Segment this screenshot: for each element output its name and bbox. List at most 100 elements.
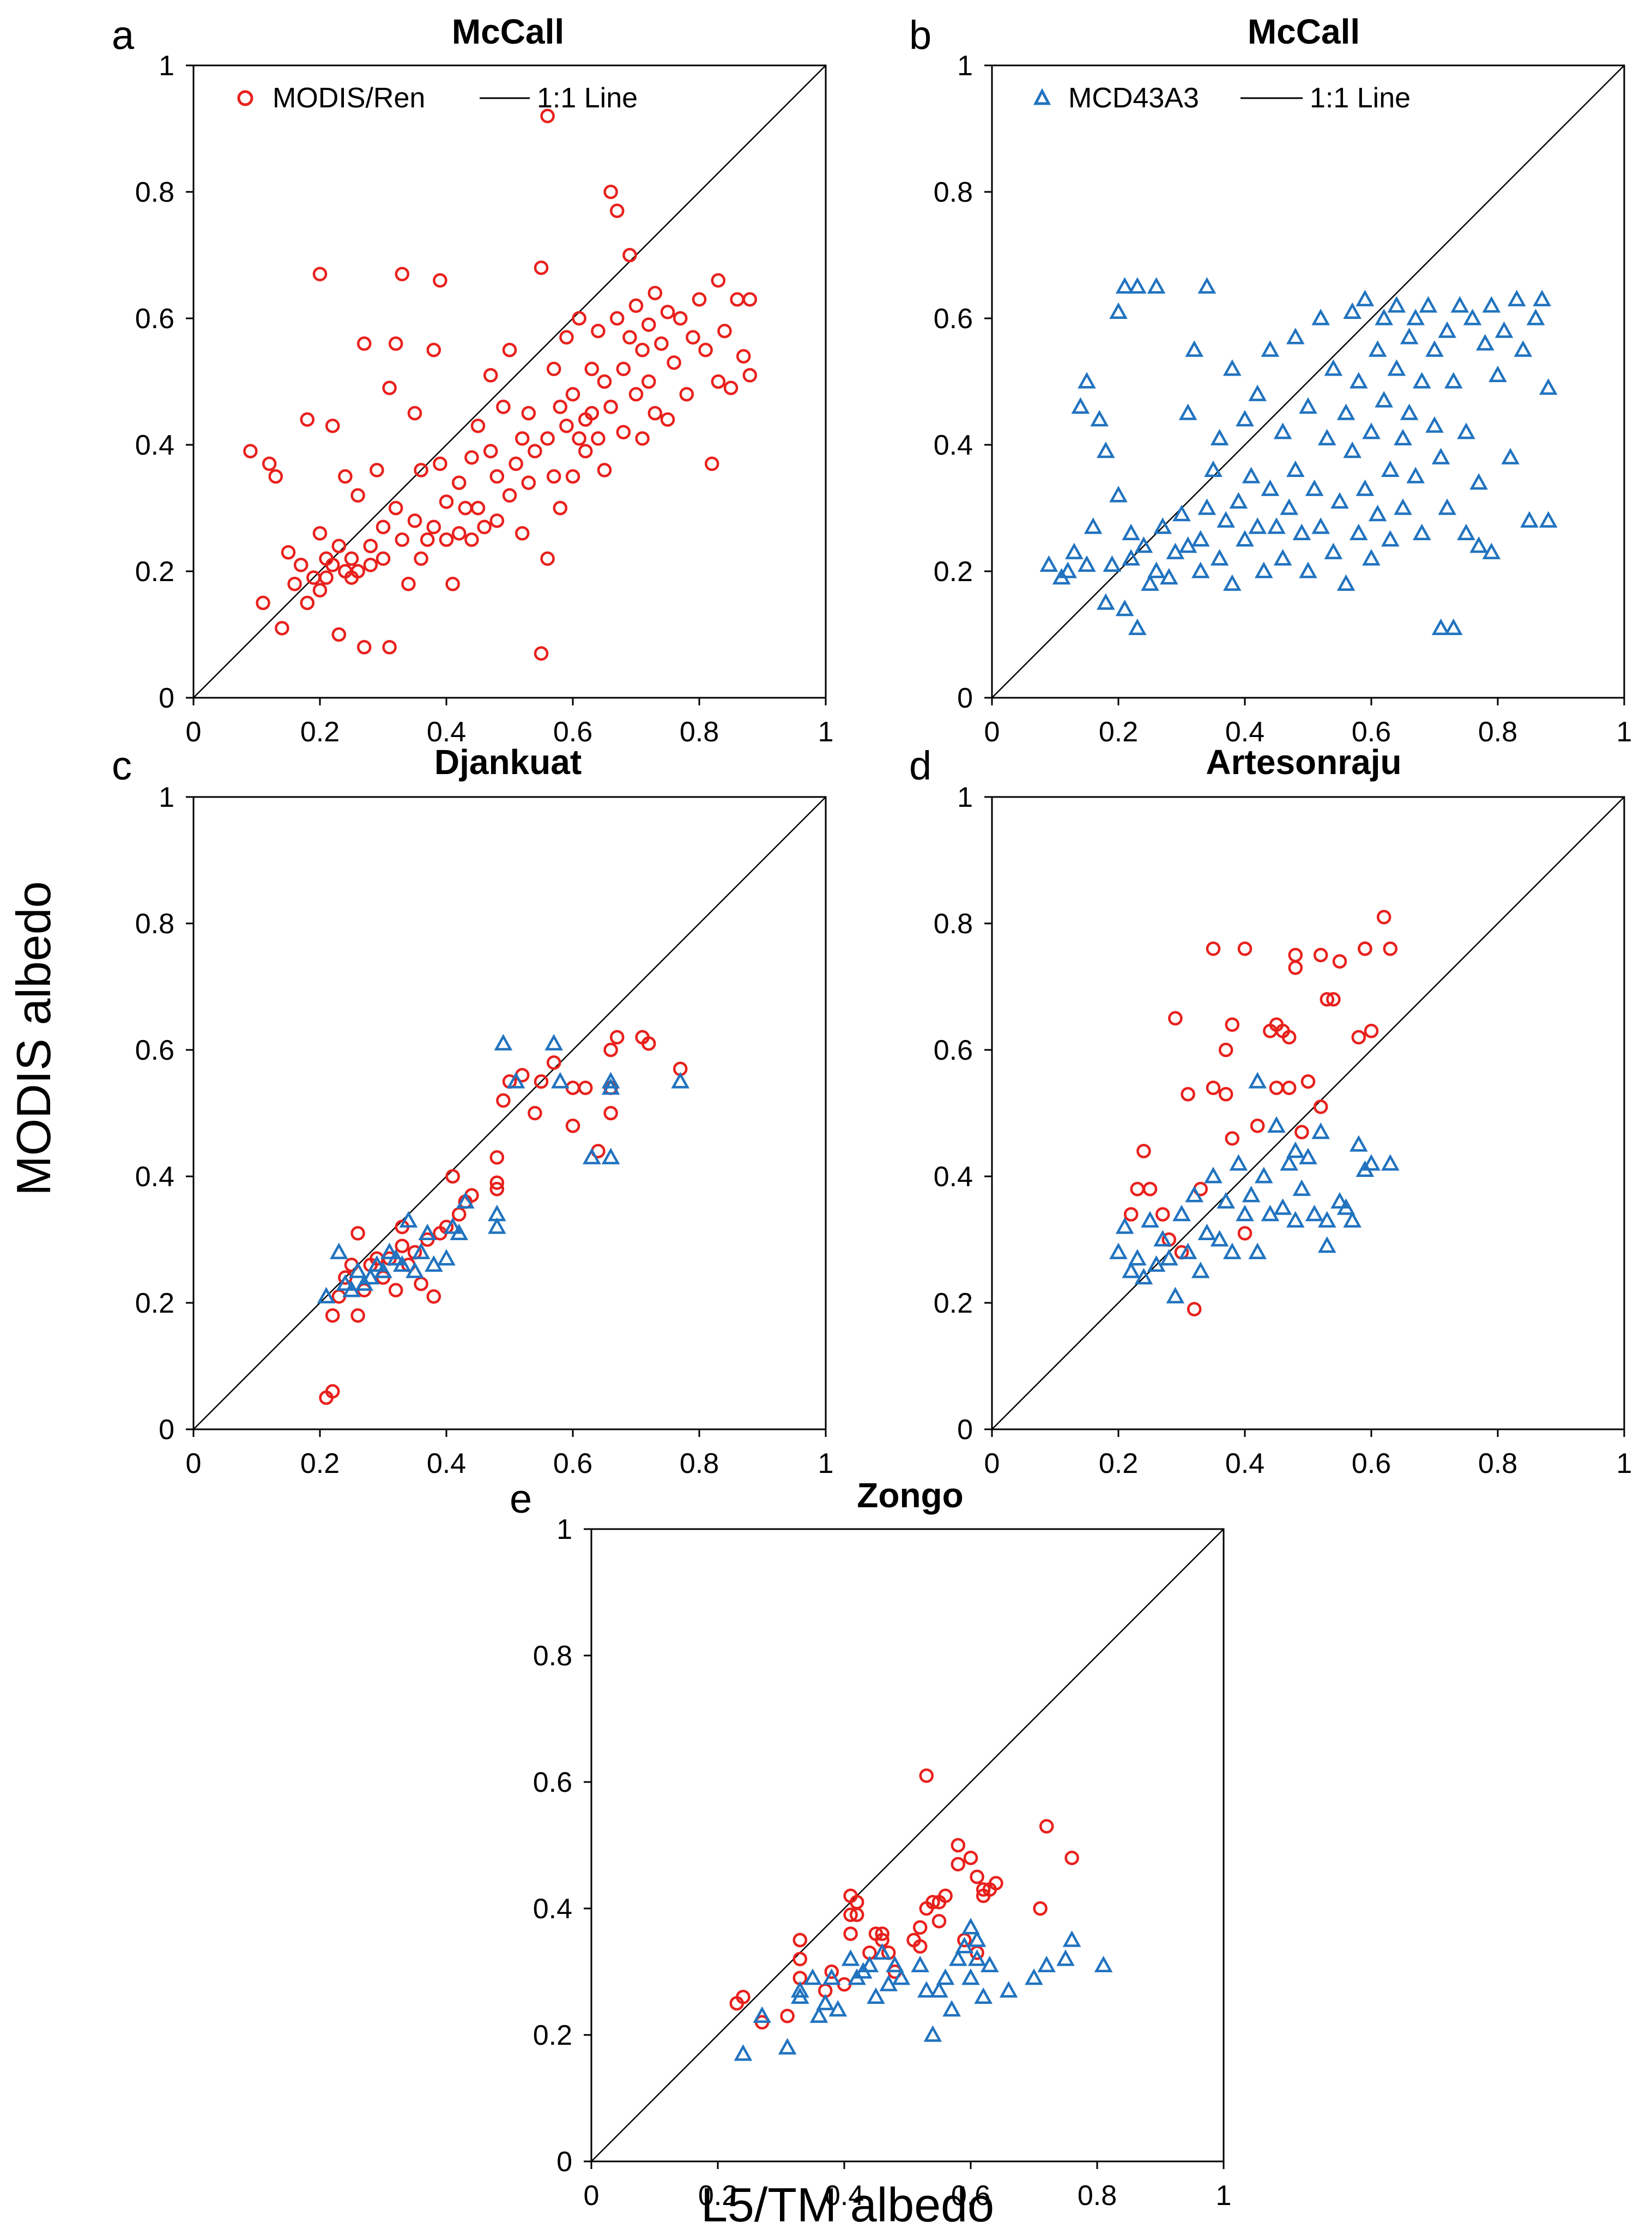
data-point-mcd [1362,422,1381,439]
data-point-ren [723,380,739,395]
data-point-mcd [1197,1223,1217,1241]
data-point-mcd [1349,1135,1368,1152]
data-point-mcd [1317,428,1336,446]
x-axis-title: L5/TM albedo [701,2178,994,2232]
plot-frame [192,796,827,1430]
data-point-mcd [1242,1186,1261,1203]
circle-marker-icon [237,90,253,106]
data-point-ren [451,1207,467,1222]
data-point-mcd [671,1072,690,1089]
data-point-mcd [1394,498,1412,515]
x-tick-label: 0.2 [698,2180,737,2212]
data-point-ren [546,361,561,377]
data-point-ren [736,1990,751,2004]
data-point-ren [648,406,663,421]
data-point-ren [1136,1144,1151,1158]
data-point-ren [344,551,359,566]
data-point-ren [458,500,473,516]
data-point-ren [616,361,631,377]
y-tick-label: 0.6 [135,1035,174,1066]
data-point-ren [730,292,745,307]
data-point-mcd [1539,511,1558,528]
data-point-mcd [1375,309,1394,325]
data-point-ren [591,431,606,446]
data-point-ren [489,1150,505,1165]
data-point-ren [281,545,296,560]
data-point-ren [496,1093,511,1108]
data-point-mcd [1286,328,1305,345]
y-tick-label: 0.4 [934,430,973,461]
data-point-ren [1294,1125,1309,1140]
data-point-mcd [406,1261,424,1278]
data-point-mcd [1292,523,1311,541]
data-point-mcd [967,1949,987,1966]
data-point-mcd [1520,511,1539,528]
data-point-mcd [1412,523,1431,541]
data-point-mcd [1134,536,1153,553]
legend-label-ren: MODIS/Ren [273,82,425,114]
data-point-mcd [860,1955,879,1973]
x-tick-label: 0 [584,2180,600,2212]
data-point-mcd [974,1987,993,2004]
y-tick-label: 0.8 [934,908,973,940]
data-point-mcd [1248,384,1267,401]
data-point-mcd [1273,422,1292,439]
data-point-ren [376,551,391,566]
x-tick-label: 0.8 [680,1448,719,1479]
data-point-mcd [1400,328,1419,345]
data-point-mcd [1387,296,1406,313]
data-point-mcd [1197,277,1217,294]
data-point-mcd [1204,460,1223,478]
data-point-ren [546,1055,561,1070]
data-point-mcd [1438,321,1457,338]
data-point-mcd [1343,302,1362,319]
data-point-mcd [374,1261,392,1278]
data-point-ren [1225,1131,1240,1146]
data-point-mcd [1336,574,1356,591]
data-point-mcd [1317,1211,1336,1228]
data-point-mcd [1056,1949,1075,1966]
data-point-ren [1218,1086,1233,1102]
data-point-mcd [1147,277,1166,294]
x-tick-label: 1 [1617,716,1632,748]
x-tick-label: 0.4 [1225,716,1264,748]
data-point-mcd [885,1955,904,1973]
data-point-ren [540,108,555,124]
data-point-ren [616,425,631,440]
data-point-mcd [1311,517,1330,534]
data-point-ren [925,1895,940,1910]
data-point-ren [641,374,656,389]
panel-a-mccall-ren: a McCall 0 0.2 0.4 0.6 0.8 1 0 0.2 0.4 0.6 0.8 1 MO… [112,12,833,748]
data-point-ren [635,342,650,358]
data-point-mcd [1115,599,1134,617]
data-point-ren [711,273,726,288]
data-point-ren [1181,1086,1195,1102]
data-point-ren [350,488,365,503]
data-point-ren [426,342,441,358]
y-tick-label: 0.6 [135,303,174,335]
data-point-mcd [1375,391,1394,408]
data-point-mcd [1025,1968,1043,1985]
data-point-ren [350,564,365,579]
x-tick-label: 0 [186,1448,202,1479]
data-point-mcd [1267,1116,1286,1133]
data-point-mcd [1482,296,1501,313]
data-point-mcd [1242,467,1261,484]
data-point-ren [331,627,347,642]
data-point-ren [641,317,656,332]
legend: MODIS/Ren 1:1 Line [237,82,638,114]
data-point-ren [356,336,372,351]
data-point-mcd [1475,334,1494,351]
data-point-mcd [1356,289,1375,306]
data-point-mcd [841,1949,860,1966]
data-point-ren [654,336,669,351]
data-point-ren [439,494,454,509]
y-tick-label: 0.8 [533,1640,572,1672]
data-point-mcd [1261,1204,1280,1222]
y-tick-label: 0 [957,1414,973,1446]
data-point-mcd [1254,561,1273,578]
legend-label-line: 1:1 Line [1310,82,1411,114]
x-tick-label: 0 [984,716,1000,748]
data-point-mcd [1166,1286,1185,1304]
data-point-ren [331,539,347,553]
